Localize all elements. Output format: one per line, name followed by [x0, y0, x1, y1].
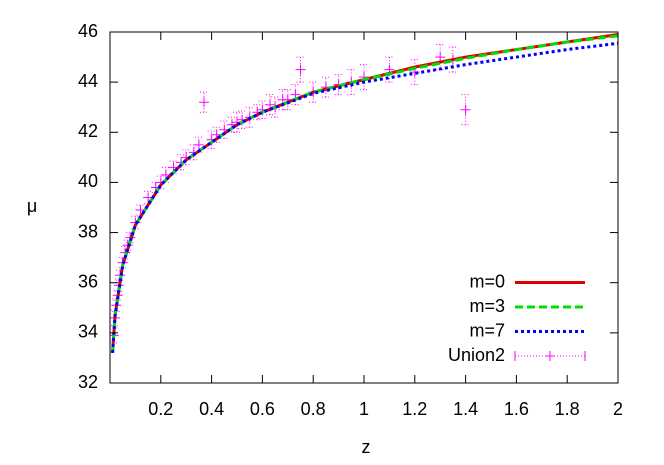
x-tick-label: 1.6 [504, 399, 529, 419]
y-tick-label: 34 [78, 322, 98, 342]
error-bar [198, 91, 209, 113]
point-marker [198, 97, 209, 108]
legend-label: Union2 [448, 345, 505, 365]
plot-area [110, 33, 618, 354]
x-axis-label: z [362, 437, 371, 457]
error-bar [460, 94, 471, 126]
y-tick-label: 44 [78, 71, 98, 91]
series-line [111, 33, 618, 354]
legend-label: m=0 [469, 271, 505, 291]
plot-frame [109, 31, 619, 384]
x-tick-label: 0.2 [148, 399, 173, 419]
legend-label: m=3 [469, 296, 505, 316]
x-tick-label: 0.8 [301, 399, 326, 419]
x-tick-label: 1.8 [555, 399, 580, 419]
x-tick-label: 1 [359, 399, 369, 419]
legend-key [545, 351, 555, 361]
y-tick-label: 46 [78, 21, 98, 41]
series-line [111, 41, 618, 354]
point-marker [460, 104, 471, 115]
point-marker [193, 139, 204, 150]
error-bar [409, 59, 420, 86]
y-tick-label: 42 [78, 121, 98, 141]
y-axis-label: μ [27, 196, 37, 216]
y-tick-label: 38 [78, 221, 98, 241]
point-marker [435, 52, 446, 63]
point-marker [295, 64, 306, 75]
error-bar [359, 64, 369, 91]
error-bar [295, 56, 306, 83]
legend-label: m=7 [469, 320, 505, 340]
y-tick-label: 40 [78, 171, 98, 191]
x-tick-label: 1.2 [402, 399, 427, 419]
x-tick-label: 0.6 [250, 399, 275, 419]
y-tick-label: 32 [78, 372, 98, 392]
x-tick-label: 2 [613, 399, 623, 419]
y-tick-label: 36 [78, 271, 98, 291]
error-bar [193, 136, 204, 153]
x-tick-label: 0.4 [199, 399, 224, 419]
error-bar [435, 44, 446, 71]
x-tick-label: 1.4 [453, 399, 478, 419]
